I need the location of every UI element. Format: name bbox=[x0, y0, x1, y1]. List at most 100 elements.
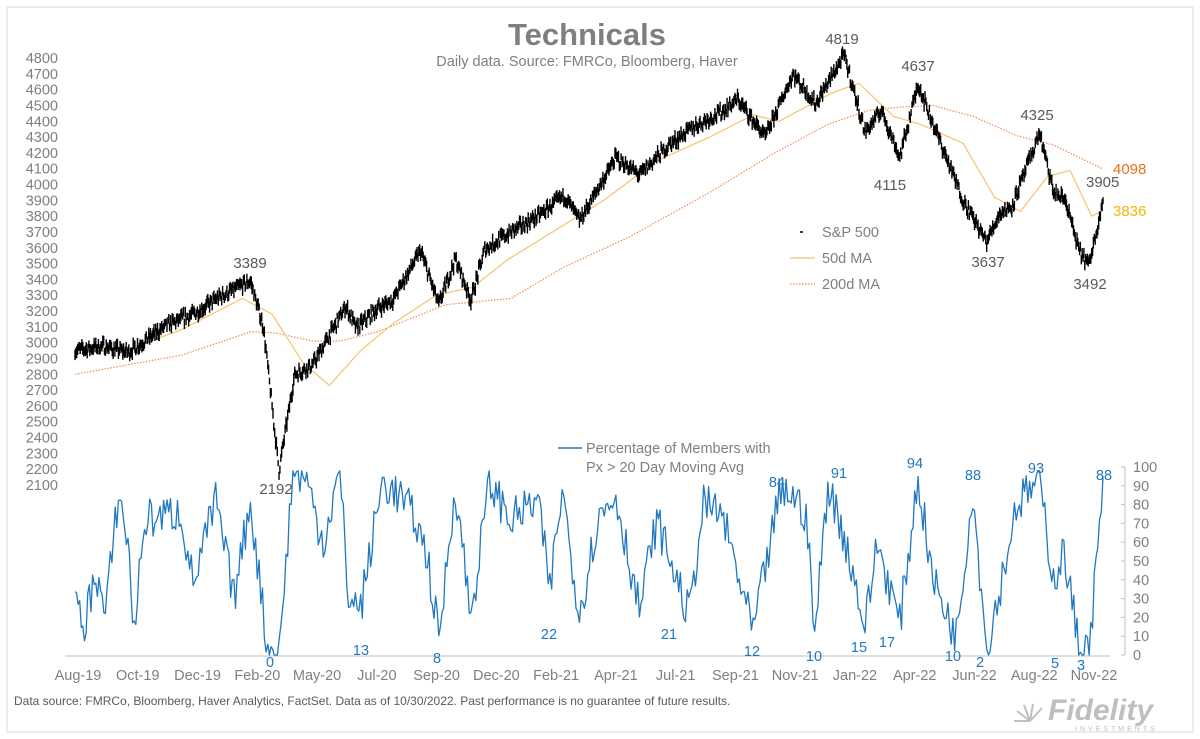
spx-y-tick-label: 3600 bbox=[26, 241, 58, 257]
annotation-4115: 4115 bbox=[874, 177, 906, 194]
spx-y-tick-label: 2500 bbox=[26, 415, 58, 431]
annotation-pct-21: 21 bbox=[661, 627, 677, 643]
spx-y-tick-label: 4600 bbox=[26, 83, 58, 99]
spx-y-tick-label: 4200 bbox=[26, 146, 58, 162]
spx-y-tick-label: 2600 bbox=[26, 399, 58, 415]
x-axis: Aug-19 Oct-19 Dec-19 Feb-20 May-20 Jul-20 Sep-… bbox=[55, 668, 1118, 684]
annotation-pct-13: 13 bbox=[353, 643, 369, 659]
annotation-pct-94: 94 bbox=[907, 456, 923, 472]
x-tick-label: Apr-21 bbox=[594, 668, 638, 684]
spx-y-tick-label: 2200 bbox=[26, 462, 58, 478]
x-tick-label: Feb-21 bbox=[533, 668, 579, 684]
annotation-pct-22: 22 bbox=[541, 627, 557, 643]
annotation-2192: 2192 bbox=[259, 481, 292, 498]
series-200d-ma bbox=[74, 104, 1104, 375]
spx-y-tick-label: 3500 bbox=[26, 257, 58, 273]
x-tick-label: Aug-22 bbox=[1011, 668, 1058, 684]
x-tick-label: Jul-21 bbox=[656, 668, 696, 684]
pct-y-tick-label: 20 bbox=[1133, 610, 1149, 626]
footer-source-note: Data source: FMRCo, Bloomberg, Haver Ana… bbox=[14, 694, 730, 708]
annotation-pct-10b: 10 bbox=[945, 649, 961, 665]
pct-y-tick-label: 80 bbox=[1133, 498, 1149, 514]
annotation-pct-3: 3 bbox=[1077, 658, 1085, 674]
legend-label-50d: 50d MA bbox=[822, 251, 872, 267]
spx-y-tick-label: 2100 bbox=[26, 478, 58, 494]
annotation-pct-88b: 88 bbox=[1096, 468, 1112, 484]
x-tick-label: Sep-20 bbox=[413, 668, 460, 684]
series-percentage-members bbox=[74, 470, 1104, 656]
spx-y-tick-label: 3700 bbox=[26, 225, 58, 241]
spx-y-tick-label: 3000 bbox=[26, 336, 58, 352]
annotation-3905: 3905 bbox=[1086, 174, 1119, 191]
annotation-200d-last: 4098 bbox=[1113, 161, 1146, 178]
spx-y-tick-label: 4400 bbox=[26, 114, 58, 130]
annotation-pct-93: 93 bbox=[1028, 461, 1044, 477]
pct-y-tick-label: 70 bbox=[1133, 516, 1149, 532]
spx-y-tick-label: 2900 bbox=[26, 351, 58, 367]
x-tick-label: Apr-22 bbox=[893, 668, 937, 684]
annotation-50d-last: 3836 bbox=[1113, 203, 1146, 220]
spx-y-tick-label: 3900 bbox=[26, 193, 58, 209]
annotation-pct-17: 17 bbox=[879, 635, 895, 651]
annotation-pct-15: 15 bbox=[851, 640, 867, 656]
spx-y-tick-label: 4500 bbox=[26, 98, 58, 114]
pct-y-tick-label: 0 bbox=[1133, 648, 1141, 664]
spx-y-tick-label: 3200 bbox=[26, 304, 58, 320]
annotation-4637: 4637 bbox=[901, 58, 934, 75]
logo-sunburst-icon bbox=[1014, 703, 1043, 722]
series-line-pct-members bbox=[74, 470, 1104, 656]
annotation-pct-5: 5 bbox=[1051, 656, 1059, 672]
logo-sub: INVESTMENTS bbox=[1075, 726, 1158, 733]
annotation-pct-0: 0 bbox=[266, 655, 274, 671]
x-tick-label: Jun-22 bbox=[952, 668, 996, 684]
pct-y-tick-label: 40 bbox=[1133, 573, 1149, 589]
legend-label-200d: 200d MA bbox=[822, 277, 880, 293]
series-sp500 bbox=[74, 46, 1104, 480]
chart-title: Technicals bbox=[508, 17, 666, 52]
pct-y-tick-label: 90 bbox=[1133, 479, 1149, 495]
x-tick-label: Sep-21 bbox=[712, 668, 759, 684]
pct-y-tick-label: 100 bbox=[1133, 460, 1157, 476]
x-tick-label: Jan-22 bbox=[833, 668, 877, 684]
legend-label-sp500: S&P 500 bbox=[822, 225, 879, 241]
annotation-4819: 4819 bbox=[825, 31, 858, 48]
x-tick-label: Jul-20 bbox=[357, 668, 397, 684]
x-tick-label: Feb-20 bbox=[234, 668, 280, 684]
annotation-pct-12: 12 bbox=[744, 644, 760, 660]
spx-y-tick-label: 2800 bbox=[26, 367, 58, 383]
annotation-pct-84: 84 bbox=[769, 475, 785, 491]
fidelity-logo: Fidelity INVESTMENTS bbox=[1014, 694, 1158, 733]
spx-y-axis: 2100220023002400250026002700280029003000… bbox=[26, 51, 58, 494]
spx-y-tick-label: 4100 bbox=[26, 162, 58, 178]
spx-y-tick-label: 3100 bbox=[26, 320, 58, 336]
x-tick-label: Oct-19 bbox=[116, 668, 160, 684]
legend-label-pct-2: Px > 20 Day Moving Avg bbox=[586, 460, 744, 476]
annotation-pct-2: 2 bbox=[976, 655, 984, 671]
spx-y-tick-label: 4800 bbox=[26, 51, 58, 67]
chart-subtitle: Daily data. Source: FMRCo, Bloomberg, Ha… bbox=[436, 54, 738, 70]
annotation-pct-10a: 10 bbox=[806, 649, 822, 665]
spx-y-tick-label: 3400 bbox=[26, 272, 58, 288]
logo-wordmark: Fidelity bbox=[1048, 694, 1154, 727]
pct-y-tick-label: 60 bbox=[1133, 535, 1149, 551]
annotation-pct-91: 91 bbox=[831, 466, 847, 482]
pct-y-axis: 0 10 20 30 40 50 60 70 80 90 100 bbox=[1121, 460, 1157, 664]
annotation-pct-8: 8 bbox=[433, 651, 441, 667]
annotation-3492: 3492 bbox=[1073, 276, 1106, 293]
x-tick-label: Nov-22 bbox=[1071, 668, 1118, 684]
series-line-200d-ma bbox=[74, 104, 1104, 375]
pct-y-tick-label: 30 bbox=[1133, 592, 1149, 608]
x-tick-label: May-20 bbox=[293, 668, 341, 684]
annotation-4325: 4325 bbox=[1020, 107, 1053, 124]
spx-y-tick-label: 2300 bbox=[26, 446, 58, 462]
x-tick-label: Aug-19 bbox=[55, 668, 102, 684]
pct-y-tick-label: 50 bbox=[1133, 554, 1149, 570]
pct-y-tick-label: 10 bbox=[1133, 629, 1149, 645]
x-tick-label: Nov-21 bbox=[772, 668, 819, 684]
spx-y-tick-label: 4000 bbox=[26, 178, 58, 194]
spx-y-tick-label: 3800 bbox=[26, 209, 58, 225]
spx-y-tick-label: 4700 bbox=[26, 67, 58, 83]
legend-top: S&P 500 50d MA 200d MA bbox=[790, 225, 880, 293]
annotation-3389: 3389 bbox=[233, 255, 266, 272]
